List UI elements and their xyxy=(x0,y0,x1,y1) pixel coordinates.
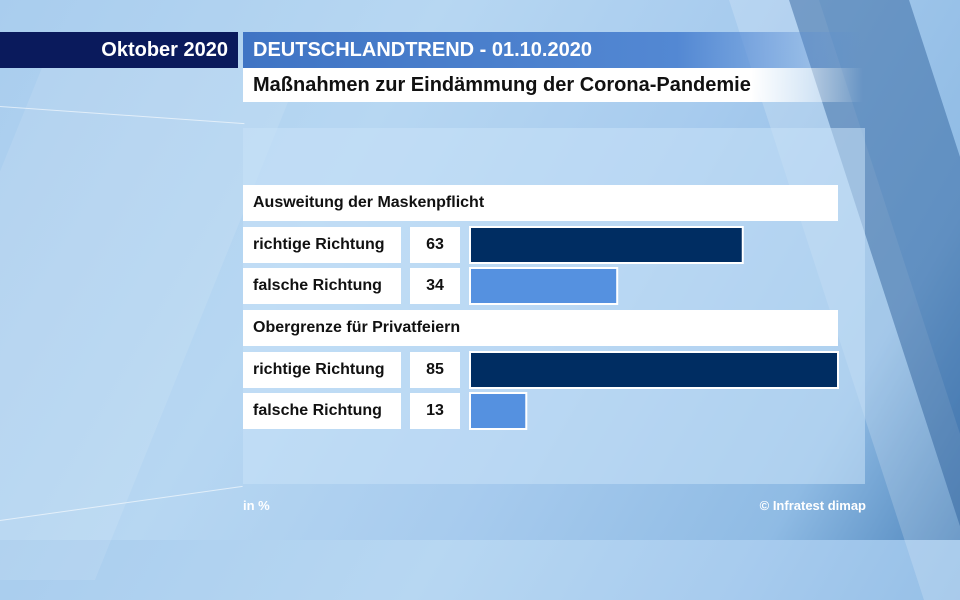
trend-title: DEUTSCHLANDTREND - 01.10.2020 xyxy=(243,32,863,68)
group-title-privatfeiern: Obergrenze für Privatfeiern xyxy=(243,310,838,346)
group-title-maskenpflicht: Ausweitung der Maskenpflicht xyxy=(243,185,838,221)
row-value-text: 34 xyxy=(426,277,444,294)
source-credit: © Infratest dimap xyxy=(760,498,866,513)
source-credit-text: © Infratest dimap xyxy=(759,498,866,513)
bar-falsche-group-1 xyxy=(469,392,528,430)
row-label: falsche Richtung xyxy=(243,393,401,429)
row-label: richtige Richtung xyxy=(243,352,401,388)
row-label-text: falsche Richtung xyxy=(253,277,382,294)
row-label: falsche Richtung xyxy=(243,268,401,304)
bar-richtige-group-0 xyxy=(469,226,744,264)
bar-chart xyxy=(469,226,839,430)
row-value: 34 xyxy=(410,268,460,304)
unit-note-text: in % xyxy=(243,498,270,513)
chart-subtitle: Maßnahmen zur Eindämmung der Corona-Pand… xyxy=(243,68,863,102)
row-label-text: falsche Richtung xyxy=(253,402,382,419)
group-title-text: Obergrenze für Privatfeiern xyxy=(253,319,461,336)
row-value: 13 xyxy=(410,393,460,429)
date-label: Oktober 2020 xyxy=(0,32,238,68)
row-label-text: richtige Richtung xyxy=(253,236,385,253)
chart-subtitle-text: Maßnahmen zur Eindämmung der Corona-Pand… xyxy=(253,73,751,96)
bar-richtige-group-1 xyxy=(469,351,839,389)
row-label-text: richtige Richtung xyxy=(253,361,385,378)
trend-title-text: DEUTSCHLANDTREND - 01.10.2020 xyxy=(253,38,592,61)
row-value-text: 13 xyxy=(426,402,444,419)
unit-note: in % xyxy=(243,498,270,513)
row-value: 63 xyxy=(410,227,460,263)
bar-falsche-group-0 xyxy=(469,267,619,305)
row-value-text: 85 xyxy=(426,361,444,378)
row-value-text: 63 xyxy=(426,236,444,253)
row-label: richtige Richtung xyxy=(243,227,401,263)
row-value: 85 xyxy=(410,352,460,388)
date-label-text: Oktober 2020 xyxy=(101,38,228,61)
group-title-text: Ausweitung der Maskenpflicht xyxy=(253,194,485,211)
